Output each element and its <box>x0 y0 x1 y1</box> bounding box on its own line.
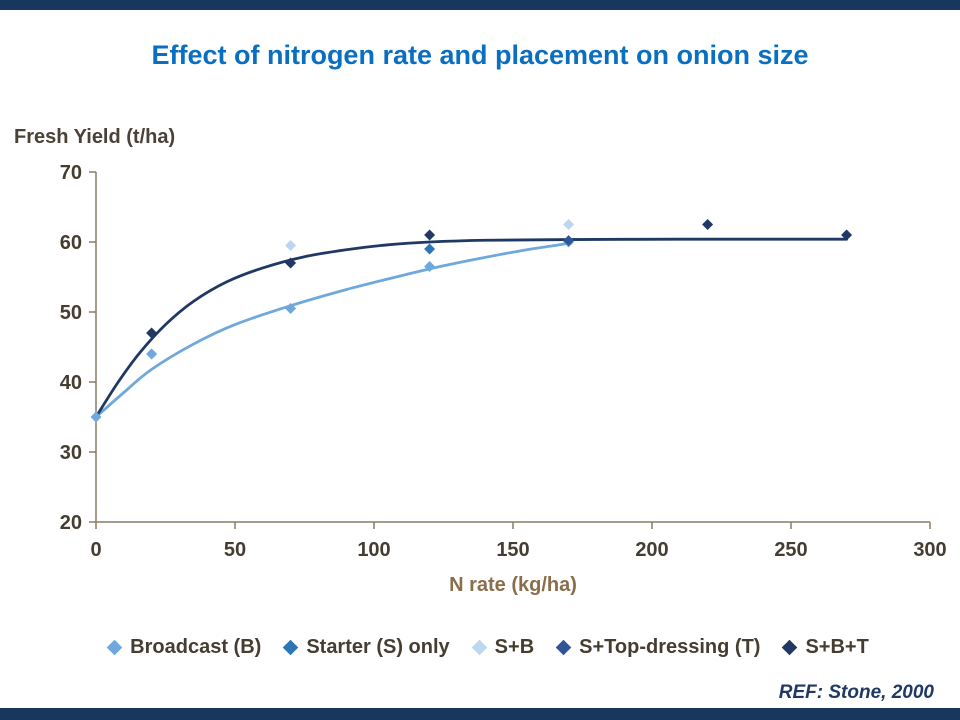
y-tick-label: 20 <box>60 512 82 534</box>
data-point-starter <box>424 243 436 255</box>
data-point-s-topdressing <box>563 235 575 247</box>
y-tick-label: 30 <box>60 442 82 464</box>
data-point-s-b-t <box>146 327 158 339</box>
legend-marker-diamond <box>283 639 299 656</box>
legend-label: S+B+T <box>805 636 869 658</box>
x-tick-label: 150 <box>496 539 529 561</box>
x-tick-label: 0 <box>90 539 101 561</box>
y-tick-label: 70 <box>60 162 82 184</box>
y-tick-label: 40 <box>60 372 82 394</box>
legend-marker-diamond <box>782 639 798 656</box>
x-tick-label: 50 <box>224 539 246 561</box>
fit-curve-broadcast-fit <box>94 242 570 419</box>
legend-label: Broadcast (B) <box>130 636 262 658</box>
chart-plot-area: 20 30 40 50 60 70 0 50 100 150 200 250 300 <box>60 162 947 561</box>
reference-text: REF: Stone, 2000 <box>778 682 934 703</box>
legend: Broadcast (B) Starter (S) only S+B S+Top-dr… <box>30 636 948 659</box>
data-point-broadcast <box>424 261 436 272</box>
data-point-s-b <box>285 240 297 251</box>
data-point-s-b <box>563 219 575 230</box>
fit-curve-s-b-t-fit <box>94 237 848 419</box>
legend-marker-diamond <box>106 639 123 656</box>
x-tick-label: 300 <box>913 539 946 561</box>
data-point-broadcast <box>90 411 102 423</box>
y-axis-title: Fresh Yield (t/ha) <box>14 126 176 148</box>
x-tick-label: 200 <box>635 539 668 561</box>
legend-item-broadcast: Broadcast (B) <box>106 636 262 659</box>
y-tick-label: 60 <box>60 232 82 254</box>
data-point-s-b-t <box>702 219 714 230</box>
data-point-s-b-t <box>424 229 436 241</box>
legend-item-s-b: S+B <box>471 636 535 659</box>
legend-item-starter: Starter (S) only <box>283 636 450 659</box>
data-point-s-b-t <box>285 257 297 269</box>
legend-marker-diamond <box>471 639 487 656</box>
chart-title: Effect of nitrogen rate and placement on… <box>151 40 809 70</box>
x-axis-title: N rate (kg/ha) <box>449 574 577 596</box>
data-point-s-b-t <box>841 229 853 241</box>
y-tick-label: 50 <box>60 302 82 324</box>
bottom-accent-bar <box>0 708 960 720</box>
x-tick-label: 100 <box>357 539 390 561</box>
legend-marker-diamond <box>555 639 572 656</box>
legend-label: S+B <box>494 636 535 658</box>
top-accent-bar <box>0 0 960 10</box>
legend-item-s-topdressing: S+Top-dressing (T) <box>555 636 761 659</box>
data-point-broadcast <box>285 303 297 314</box>
x-tick-label: 250 <box>774 539 807 561</box>
legend-label: Starter (S) only <box>306 636 450 658</box>
legend-item-s-b-t: S+B+T <box>782 636 869 659</box>
legend-label: S+Top-dressing (T) <box>579 636 761 658</box>
data-point-broadcast <box>146 348 158 360</box>
